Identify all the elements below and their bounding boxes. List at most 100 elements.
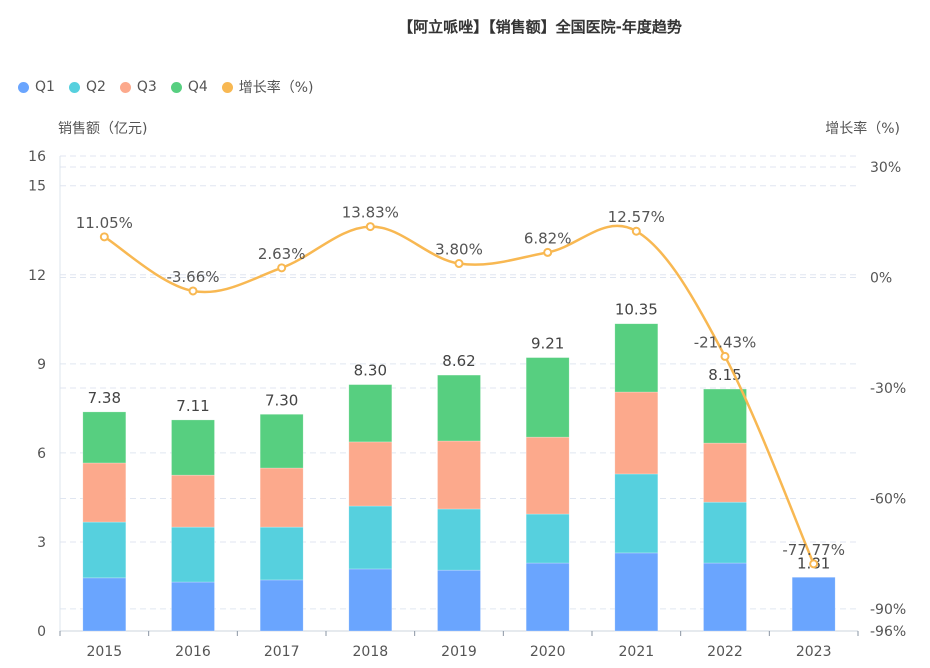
- legend-item-q3[interactable]: Q3: [119, 79, 157, 95]
- legend-marker-icon: [221, 81, 233, 93]
- bar-total-label: 7.11: [176, 397, 209, 415]
- bar-segment-q4-2022: [703, 388, 747, 444]
- legend: Q1 Q2 Q3 Q4 增长率（%): [18, 77, 328, 97]
- bar-segment-q3-2020: [525, 436, 570, 515]
- y-tick-label: 12: [28, 268, 46, 284]
- y-tick-label: 3: [37, 535, 46, 551]
- legend-label: 增长率（%): [238, 80, 314, 96]
- chart-title: 【阿立哌唑】【销售额】全国医院-年度趋势: [398, 18, 682, 36]
- y2-tick-label: -90%: [870, 602, 906, 618]
- bar-total-label: 10.35: [615, 301, 658, 319]
- growth-label: 12.57%: [608, 208, 665, 226]
- y2-tick-label: 0%: [870, 271, 892, 287]
- growth-line: [99, 222, 819, 569]
- y2-tick-label: -96%: [870, 624, 906, 640]
- growth-point-2021: [631, 226, 641, 236]
- bar-segment-q3-2021: [614, 391, 659, 475]
- growth-point-2019: [454, 259, 464, 269]
- bar-segment-q2-2021: [614, 473, 659, 554]
- growth-point-2016: [188, 286, 198, 296]
- y-tick-label: 16: [28, 149, 46, 165]
- growth-label: -77.77%: [782, 541, 845, 559]
- legend-item-q1[interactable]: Q1: [18, 79, 55, 95]
- bar-total-label: 8.30: [354, 362, 387, 380]
- y-tick-label: 15: [28, 179, 46, 195]
- growth-label: 13.83%: [342, 204, 399, 222]
- growth-label: 11.05%: [76, 214, 133, 232]
- bar-total-label: 7.38: [88, 389, 121, 407]
- x-tick-label: 2016: [175, 644, 211, 660]
- growth-label: 6.82%: [524, 229, 572, 247]
- left-axis-title: 销售额（亿元): [58, 121, 148, 137]
- legend-item-q4[interactable]: Q4: [170, 79, 208, 95]
- bar-segment-q1-2015: [82, 577, 127, 632]
- bar-segment-q4-2016: [171, 419, 215, 476]
- bar-total-label: 7.30: [265, 391, 298, 409]
- bar-segment-q1-2018: [348, 568, 393, 632]
- legend-marker-icon: [119, 81, 131, 93]
- legend-label: Q4: [187, 79, 208, 95]
- legend-label: Q1: [35, 79, 55, 95]
- legend-item-q2[interactable]: Q2: [68, 79, 106, 95]
- bar-segment-q1-2021: [614, 552, 659, 632]
- growth-point-2017: [277, 263, 287, 273]
- bar-segment-q2-2020: [525, 513, 570, 564]
- bar-segment-q1-2016: [171, 581, 215, 632]
- growth-point-2023: [809, 559, 819, 569]
- x-tick-label: 2019: [441, 644, 477, 660]
- bar-segment-q3-2019: [437, 440, 481, 510]
- growth-point-2020: [543, 247, 553, 257]
- bar-segment-q3-2016: [171, 474, 215, 528]
- growth-point-2022: [720, 351, 730, 361]
- bar-segment-q4-2018: [348, 384, 393, 443]
- legend-marker-icon: [170, 81, 182, 93]
- bar-segment-q2-2022: [703, 501, 747, 564]
- bar-total-label: 8.62: [442, 352, 475, 370]
- legend-label: Q2: [85, 79, 106, 95]
- x-tick-label: 2020: [530, 644, 566, 660]
- bar-segment-q2-2016: [171, 526, 215, 583]
- bar-segment-q3-2022: [703, 442, 747, 503]
- bars: [82, 323, 836, 632]
- x-tick-label: 2022: [707, 644, 743, 660]
- bar-segment-q4-2017: [259, 413, 304, 469]
- bar-segment-q3-2015: [82, 462, 127, 523]
- y-tick-label: 9: [37, 357, 46, 373]
- bar-segment-q4-2021: [614, 323, 659, 393]
- bar-segment-q2-2019: [437, 508, 481, 571]
- bar-segment-q3-2018: [348, 441, 393, 507]
- bar-segment-q4-2015: [82, 411, 127, 464]
- growth-label: 3.80%: [435, 241, 483, 259]
- growth-label: 2.63%: [258, 245, 306, 263]
- legend-marker-icon: [18, 81, 29, 93]
- growth-label: -21.43%: [694, 333, 757, 351]
- y2-tick-label: -30%: [870, 381, 906, 397]
- y-tick-label: 0: [37, 624, 46, 640]
- growth-point-2018: [365, 222, 375, 232]
- bar-segment-q1-2023: [791, 576, 836, 632]
- legend-item-growth-rate[interactable]: 增长率（%): [221, 77, 314, 97]
- bar-segment-q2-2015: [82, 521, 127, 579]
- x-tick-label: 2017: [264, 644, 300, 660]
- bar-segment-q2-2018: [348, 505, 393, 570]
- bar-total-label: 9.21: [531, 335, 564, 353]
- x-tick-label: 2021: [619, 644, 655, 660]
- bar-segment-q1-2019: [437, 569, 481, 632]
- y-tick-label: 6: [37, 446, 46, 462]
- bar-segment-q1-2020: [525, 562, 570, 632]
- legend-marker-icon: [68, 81, 80, 93]
- bar-segment-q2-2017: [259, 526, 304, 581]
- x-tick-label: 2018: [353, 644, 389, 660]
- x-tick-label: 2023: [796, 644, 832, 660]
- y2-tick-label: 30%: [870, 160, 901, 176]
- y2-tick-label: -60%: [870, 491, 906, 507]
- axes: 0 3 6 9 12 15 16 30% 0% -30% -60% -90% -96% 2015 2016 2…: [28, 149, 906, 660]
- right-axis-title: 增长率（%): [825, 121, 900, 137]
- growth-point-2015: [99, 232, 109, 242]
- bar-segment-q4-2019: [437, 374, 481, 442]
- bar-segment-q1-2022: [703, 562, 747, 632]
- growth-labels: 11.05% -3.66% 2.63% 13.83% 3.80% 6.82% 12.57% -…: [76, 204, 845, 559]
- bar-segment-q3-2017: [259, 467, 304, 528]
